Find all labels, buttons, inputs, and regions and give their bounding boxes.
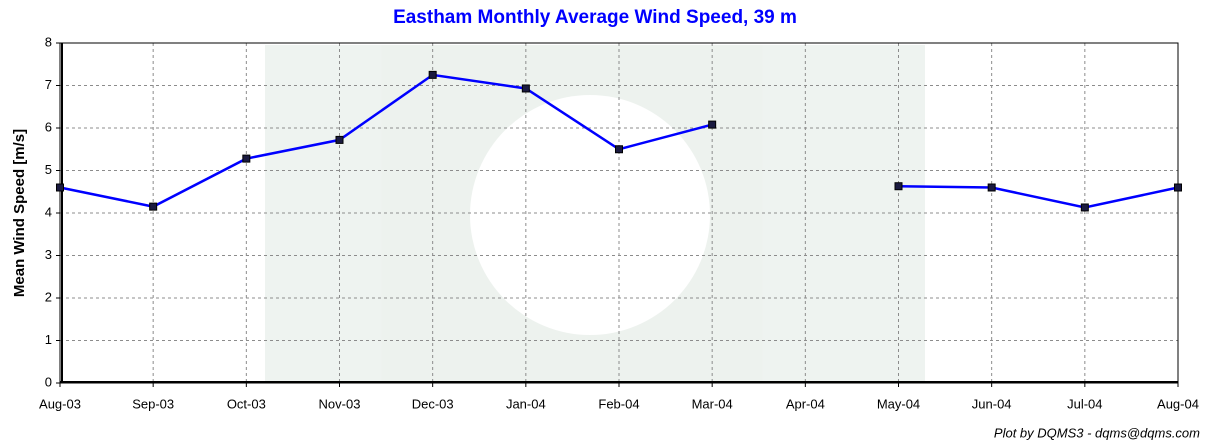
- y-tick-label: 7: [45, 77, 52, 92]
- y-tick-label: 0: [45, 374, 52, 389]
- y-tick-label: 2: [45, 289, 52, 304]
- point-marker: [1174, 183, 1182, 192]
- point-marker: [615, 145, 623, 154]
- credit-note: Plot by DQMS3 - dqms@dqms.com: [994, 425, 1200, 440]
- y-axis-label: Mean Wind Speed [m/s]: [11, 129, 28, 297]
- x-tick-label: Feb-04: [598, 396, 639, 411]
- x-tick-label: May-04: [877, 396, 920, 411]
- x-tick-label: Aug-03: [39, 396, 81, 411]
- y-tick-label: 5: [45, 162, 52, 177]
- point-marker: [894, 182, 903, 191]
- x-tick-label: Mar-04: [692, 396, 733, 411]
- point-marker: [1080, 203, 1089, 212]
- point-marker: [242, 154, 251, 163]
- y-tick-label: 3: [45, 247, 52, 262]
- y-tick-label: 6: [45, 119, 52, 134]
- watermark-bg: [265, 45, 925, 383]
- point-marker: [149, 202, 158, 211]
- point-marker: [987, 183, 996, 192]
- y-tick-label: 8: [45, 34, 52, 49]
- x-tick-label: Apr-04: [786, 396, 825, 411]
- watermark: [265, 45, 925, 383]
- point-marker: [56, 183, 64, 192]
- x-tick-label: Nov-03: [319, 396, 361, 411]
- x-tick-label: Jun-04: [972, 396, 1012, 411]
- chart-title: Eastham Monthly Average Wind Speed, 39 m: [393, 7, 797, 28]
- x-tick-label: Oct-03: [227, 396, 266, 411]
- point-marker: [335, 135, 344, 144]
- x-tick-label: Dec-03: [412, 396, 454, 411]
- x-tick-label: Aug-04: [1157, 396, 1199, 411]
- point-marker: [708, 120, 717, 129]
- x-tick-label: Jul-04: [1067, 396, 1102, 411]
- watermark-circle: [470, 95, 710, 335]
- x-tick-label: Sep-03: [132, 396, 174, 411]
- y-tick-label: 4: [45, 204, 52, 219]
- y-tick-label: 1: [45, 332, 52, 347]
- point-marker: [428, 70, 437, 79]
- x-tick-label: Jan-04: [506, 396, 546, 411]
- point-marker: [521, 84, 530, 93]
- line-series: [59, 73, 1179, 209]
